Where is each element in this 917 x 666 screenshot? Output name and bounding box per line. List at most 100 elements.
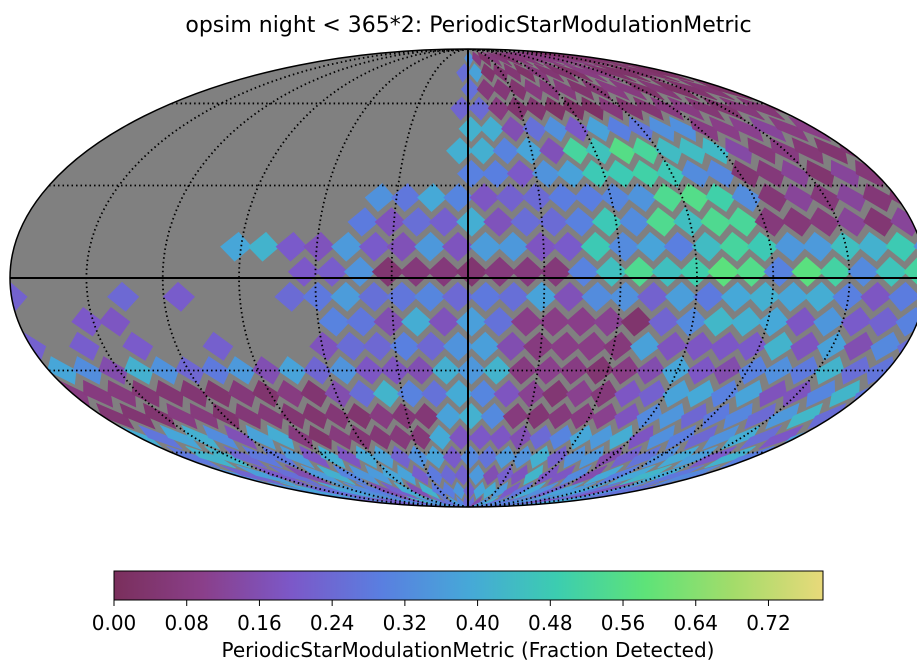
sky-pixel [538, 306, 570, 337]
sky-pixel [646, 207, 678, 237]
sky-pixel [626, 183, 657, 212]
sky-pixel [566, 78, 595, 101]
sky-pixel [408, 445, 429, 469]
sky-pixel [107, 379, 137, 408]
sky-pixel [631, 159, 661, 188]
sky-pixel [362, 331, 394, 361]
colorbar-tick-label: 0.72 [746, 611, 791, 635]
sky-pixel [525, 403, 551, 430]
sky-pixel [673, 207, 705, 237]
colorbar: 0.00 0.08 0.16 0.24 0.32 0.40 0.48 0.56 0.64 0.72… [92, 570, 824, 662]
sky-pixel [736, 331, 768, 361]
sky-pixel [739, 424, 783, 450]
sky-pixel [664, 281, 698, 312]
sky-pixel [774, 231, 807, 262]
sky-pixel [763, 331, 795, 361]
colorbar-tick-label: 0.48 [528, 611, 573, 635]
sky-pixel [720, 281, 753, 312]
sky-pixel [483, 256, 516, 287]
sky-pixel [399, 256, 432, 287]
sky-pixel [358, 281, 391, 312]
colorbar-tick-label: 0.08 [164, 611, 209, 635]
sky-pixel [609, 137, 636, 165]
sky-pixel [386, 281, 419, 312]
sky-pixel [683, 424, 718, 450]
sky-pixel [539, 78, 559, 101]
sky-pixel [397, 379, 425, 408]
sky-pixel [629, 331, 661, 361]
sky-pixel [47, 356, 77, 385]
sky-pixel [515, 137, 543, 165]
sky-pixel [373, 445, 394, 469]
sky-pixel [251, 356, 282, 385]
sky-pixel [546, 464, 576, 486]
sky-pixel [744, 402, 777, 430]
sky-pixel [549, 331, 581, 361]
sky-pixel [427, 256, 460, 287]
sky-pixel [371, 256, 404, 287]
sky-pixel [571, 464, 608, 486]
sky-pixel [401, 207, 434, 237]
sky-pixel [494, 445, 516, 469]
sky-pixel [247, 231, 280, 262]
sky-pixel [552, 78, 577, 101]
sky-pixel [405, 356, 436, 385]
sky-pixel [805, 159, 835, 188]
sky-pixel [529, 445, 551, 469]
sky-pixel [653, 183, 684, 212]
sky-pixel [477, 445, 498, 469]
sky-pixel [710, 379, 739, 408]
sky-pixel [539, 256, 572, 287]
sky-pixel [564, 207, 596, 237]
sky-pixel [860, 281, 893, 312]
sky-pixel [608, 79, 647, 101]
sky-pixel [426, 464, 443, 486]
sky-pixel [613, 63, 680, 83]
sky-pixel [593, 63, 651, 83]
sky-pixel [303, 356, 333, 385]
sky-pixel [543, 116, 569, 142]
sky-pixel [759, 379, 787, 408]
sky-pixel [202, 331, 234, 361]
sky-pixel [537, 207, 569, 237]
colorbar-tick-label: 0.40 [455, 611, 500, 635]
sky-pixel [802, 231, 835, 262]
sky-pixel [720, 424, 761, 451]
sky-pixel [673, 445, 718, 469]
sky-pixel [541, 379, 570, 408]
sky-pixel [483, 306, 516, 337]
sky-pixel [252, 464, 308, 486]
sky-pixel [492, 137, 520, 165]
sky-pixel [700, 207, 732, 237]
sky-pixel [482, 464, 500, 486]
sky-pixel [428, 306, 461, 337]
sky-pixel [267, 424, 295, 450]
sky-pixel [469, 331, 501, 361]
sky-pixel [346, 306, 378, 337]
sky-pixel [567, 256, 600, 287]
sky-pixel [317, 445, 346, 469]
sky-pixel [368, 403, 395, 430]
sky-pixel [656, 331, 688, 361]
sky-pixel [658, 402, 685, 430]
sky-pixel [202, 424, 240, 451]
sky-pixel [276, 379, 305, 408]
sky-pixel [806, 379, 836, 408]
sky-pixel [748, 116, 787, 143]
sky-pixel [808, 207, 841, 237]
sky-pixel [486, 51, 513, 67]
sky-pixel [603, 331, 634, 361]
sky-pixel [651, 256, 684, 287]
sky-pixel [72, 356, 103, 385]
sky-pixel [212, 402, 240, 430]
sky-pixel [268, 464, 320, 486]
sky-pixel [379, 356, 410, 385]
sky-pixel [649, 116, 675, 142]
sky-pixel [324, 379, 353, 408]
sky-pixel [373, 306, 406, 337]
sky-pixel [543, 63, 579, 83]
sky-pixel [336, 331, 367, 361]
sky-pixel [632, 137, 660, 165]
colorbar-tick-label: 0.24 [310, 611, 355, 635]
sky-pixel [895, 306, 917, 337]
